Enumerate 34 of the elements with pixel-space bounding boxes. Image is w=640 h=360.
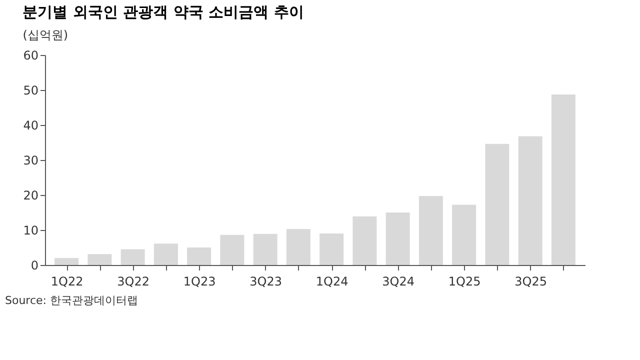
bar [518, 136, 542, 265]
y-tick-label: 0 [30, 258, 38, 272]
bar [452, 204, 476, 265]
bar [88, 254, 112, 265]
bar [187, 248, 212, 265]
bar [418, 196, 443, 265]
y-tick-label: 30 [23, 154, 38, 168]
x-tick-label: 3Q22 [117, 274, 150, 288]
bar [485, 144, 510, 265]
bar [120, 249, 145, 265]
x-tick-label: 3Q24 [382, 274, 414, 288]
x-tick-label: 1Q25 [448, 274, 481, 288]
bar [286, 228, 310, 265]
bar [220, 234, 244, 265]
y-axis-title: (십억원) [22, 28, 68, 42]
y-tick-label: 10 [23, 224, 38, 238]
x-tick-label: 3Q23 [250, 274, 282, 288]
x-tick-label: 1Q22 [50, 274, 84, 288]
x-tick-label: 3Q25 [514, 274, 547, 288]
bar [386, 212, 410, 265]
y-tick-label: 20 [23, 188, 38, 202]
bar [154, 244, 178, 265]
bar [352, 216, 377, 265]
bar [551, 94, 576, 265]
x-tick-label: 1Q24 [316, 274, 348, 288]
chart-title: 분기별 외국인 관광객 약국 소비금액 추이 [22, 3, 304, 21]
bar [253, 234, 278, 265]
bar [320, 234, 344, 265]
y-tick-label: 40 [23, 118, 38, 132]
source-note: Source: 한국관광데이터랩 [5, 294, 138, 307]
y-tick-label: 60 [23, 48, 38, 62]
y-tick-label: 50 [23, 84, 38, 98]
bar [54, 258, 79, 265]
x-tick-label: 1Q23 [183, 274, 216, 288]
